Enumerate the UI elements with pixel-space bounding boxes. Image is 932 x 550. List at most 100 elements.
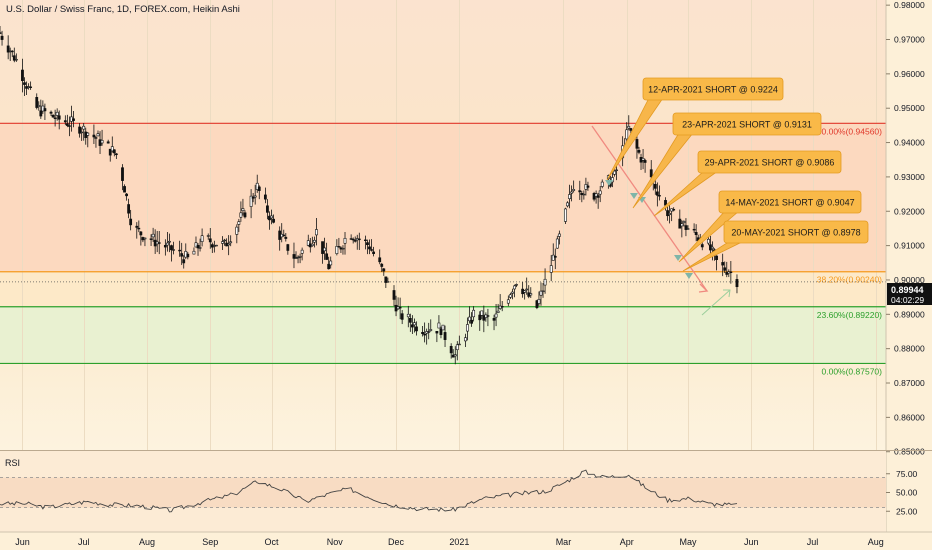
candle xyxy=(637,146,641,155)
candle xyxy=(655,182,659,207)
projection-arrowhead xyxy=(723,289,731,298)
candle xyxy=(12,47,16,63)
candle xyxy=(421,326,424,337)
candle xyxy=(100,129,104,146)
candle xyxy=(564,207,567,224)
short-callout[interactable]: 23-APR-2021 SHORT @ 0.9131 xyxy=(632,112,822,209)
candle xyxy=(543,268,547,294)
candle xyxy=(596,192,600,209)
candle xyxy=(468,306,471,324)
price-tick-label: 0.86000 xyxy=(894,412,925,422)
candle xyxy=(668,202,672,224)
candle xyxy=(108,148,112,162)
candle xyxy=(172,241,175,255)
candle xyxy=(494,303,498,327)
candle xyxy=(86,131,90,148)
candle xyxy=(506,295,510,307)
candle xyxy=(129,209,133,231)
candle xyxy=(598,186,602,203)
candle xyxy=(306,234,310,247)
price-tick-label: 0.91000 xyxy=(894,241,925,251)
trendline[interactable] xyxy=(591,125,708,292)
short-callout[interactable]: 20-MAY-2021 SHORT @ 0.8978 xyxy=(682,220,869,272)
candle xyxy=(321,241,324,264)
candle xyxy=(255,174,259,193)
candle xyxy=(351,237,355,244)
candle xyxy=(300,247,304,261)
candle xyxy=(478,311,482,331)
price-tick-label: 0.94000 xyxy=(894,138,925,148)
candle xyxy=(415,321,418,336)
candle xyxy=(641,149,645,170)
candle xyxy=(112,149,116,157)
candle xyxy=(364,235,367,250)
candle xyxy=(721,253,725,277)
candle xyxy=(378,249,382,265)
candle xyxy=(163,239,167,256)
rsi-tick-label: 75.00 xyxy=(896,469,918,479)
candle xyxy=(582,190,586,200)
time-tick-label: Mar xyxy=(556,537,572,547)
candle xyxy=(63,115,67,126)
candle xyxy=(600,179,604,189)
price-tick-label: 0.96000 xyxy=(894,69,925,79)
time-tick-label: Jun xyxy=(744,537,759,547)
projection-arrow[interactable] xyxy=(701,289,731,316)
candle xyxy=(335,239,339,256)
time-tick-label: Sep xyxy=(202,537,218,547)
short-callout[interactable]: 29-APR-2021 SHORT @ 0.9086 xyxy=(653,150,842,217)
candle xyxy=(251,192,255,203)
candle xyxy=(694,224,698,242)
rsi-band xyxy=(0,477,886,508)
candle xyxy=(423,322,427,343)
candle xyxy=(284,233,288,242)
candle xyxy=(541,282,545,298)
candle xyxy=(121,164,124,191)
price-tick-label: 0.87000 xyxy=(894,378,925,388)
candle xyxy=(372,246,375,257)
candle xyxy=(384,276,388,288)
candle xyxy=(449,343,453,359)
candle xyxy=(168,233,171,253)
candle xyxy=(368,239,371,255)
candle xyxy=(400,310,404,325)
price-axis: 0.98000 0.97000 0.96000 0.95000 0.94000 0.930… xyxy=(886,0,925,457)
candle xyxy=(196,243,200,256)
candle xyxy=(182,255,186,269)
candle xyxy=(357,232,361,250)
candle xyxy=(539,282,543,306)
time-tick-label: Jul xyxy=(807,537,819,547)
candle xyxy=(684,218,688,237)
fib-level-label: 100.00%(0.94560) xyxy=(812,126,882,136)
candle xyxy=(229,235,233,247)
short-signal-marker xyxy=(605,180,613,186)
price-tick-label: 0.92000 xyxy=(894,206,925,216)
candle xyxy=(470,312,473,327)
short-callout[interactable]: 12-APR-2021 SHORT @ 0.9224 xyxy=(606,77,784,181)
candle xyxy=(292,242,296,269)
candle xyxy=(39,99,43,119)
time-axis: Jun Jul Aug Sep Oct Nov Dec 2021 Mar Apr May Jun Jul… xyxy=(15,537,884,547)
candle xyxy=(406,305,410,328)
candle xyxy=(535,299,539,310)
candle xyxy=(557,230,561,245)
candle xyxy=(43,103,47,121)
candle xyxy=(0,25,2,35)
candle xyxy=(370,239,373,252)
candle xyxy=(570,185,574,202)
candle xyxy=(214,244,218,247)
candle xyxy=(453,346,457,365)
short-signal-marker xyxy=(674,255,682,261)
candle xyxy=(266,199,269,220)
candle xyxy=(549,255,553,282)
candle xyxy=(310,236,314,247)
candle xyxy=(72,111,75,128)
candle xyxy=(298,253,302,264)
rsi-label: RSI xyxy=(5,458,20,468)
short-callout-text: 20-MAY-2021 SHORT @ 0.8978 xyxy=(731,228,860,238)
candle xyxy=(35,93,39,110)
candle xyxy=(682,220,686,227)
candle xyxy=(249,189,253,219)
candle xyxy=(413,318,416,333)
candle xyxy=(10,50,14,58)
